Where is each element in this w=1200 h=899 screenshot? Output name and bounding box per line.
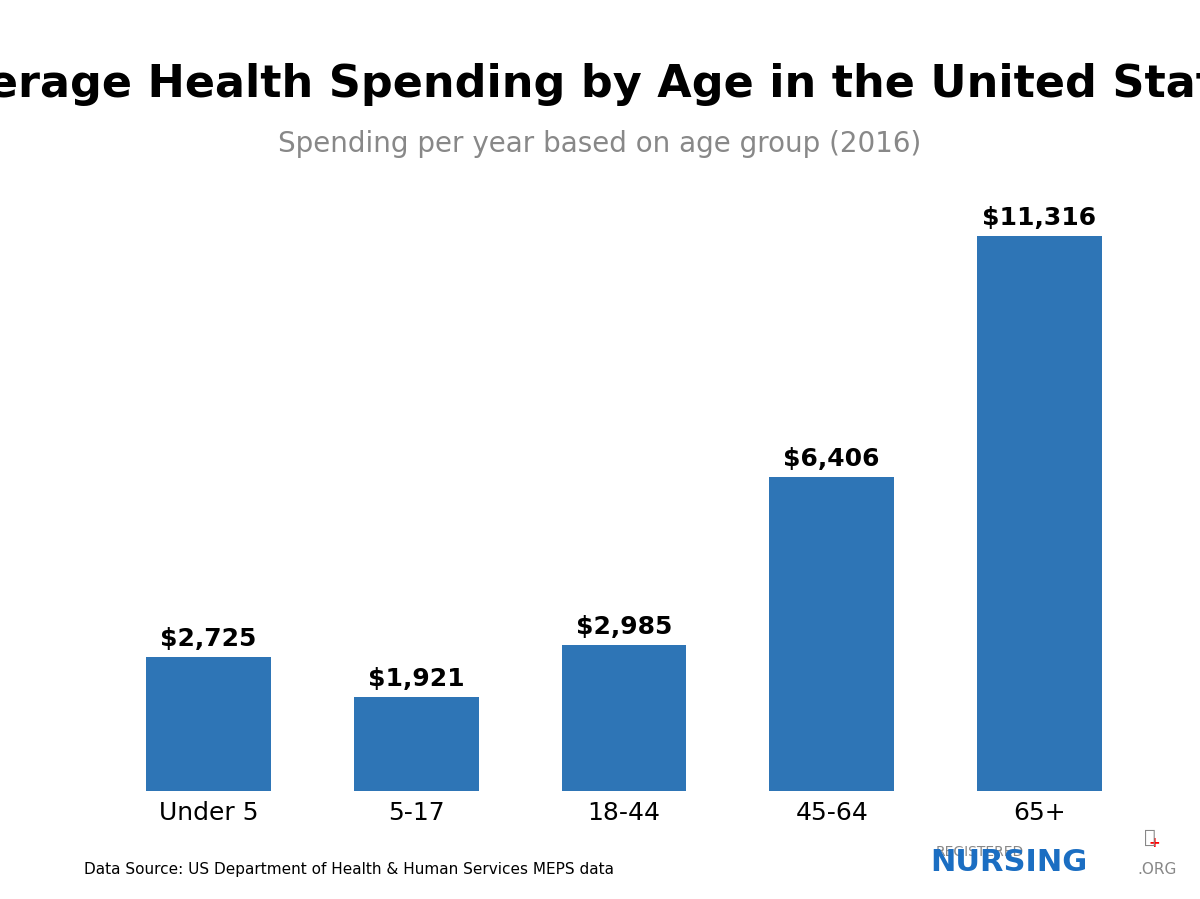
Bar — [354, 697, 479, 791]
Text: $2,985: $2,985 — [576, 615, 672, 638]
Text: $6,406: $6,406 — [784, 447, 880, 471]
Text: $2,725: $2,725 — [161, 628, 257, 652]
Text: REGISTERED: REGISTERED — [936, 844, 1025, 859]
Text: ⌒: ⌒ — [1144, 828, 1156, 847]
Bar — [562, 645, 686, 791]
Text: Data Source: US Department of Health & Human Services MEPS data: Data Source: US Department of Health & H… — [84, 861, 614, 877]
Text: .ORG: .ORG — [1138, 861, 1177, 877]
Text: NURSING: NURSING — [930, 848, 1087, 877]
Bar — [977, 236, 1102, 791]
Text: $11,316: $11,316 — [983, 206, 1097, 229]
Text: +: + — [1148, 835, 1160, 850]
Text: $1,921: $1,921 — [368, 667, 464, 691]
Text: Average Health Spending by Age in the United States: Average Health Spending by Age in the Un… — [0, 63, 1200, 106]
Bar — [769, 476, 894, 791]
Bar — [146, 657, 271, 791]
Text: Spending per year based on age group (2016): Spending per year based on age group (20… — [278, 130, 922, 158]
